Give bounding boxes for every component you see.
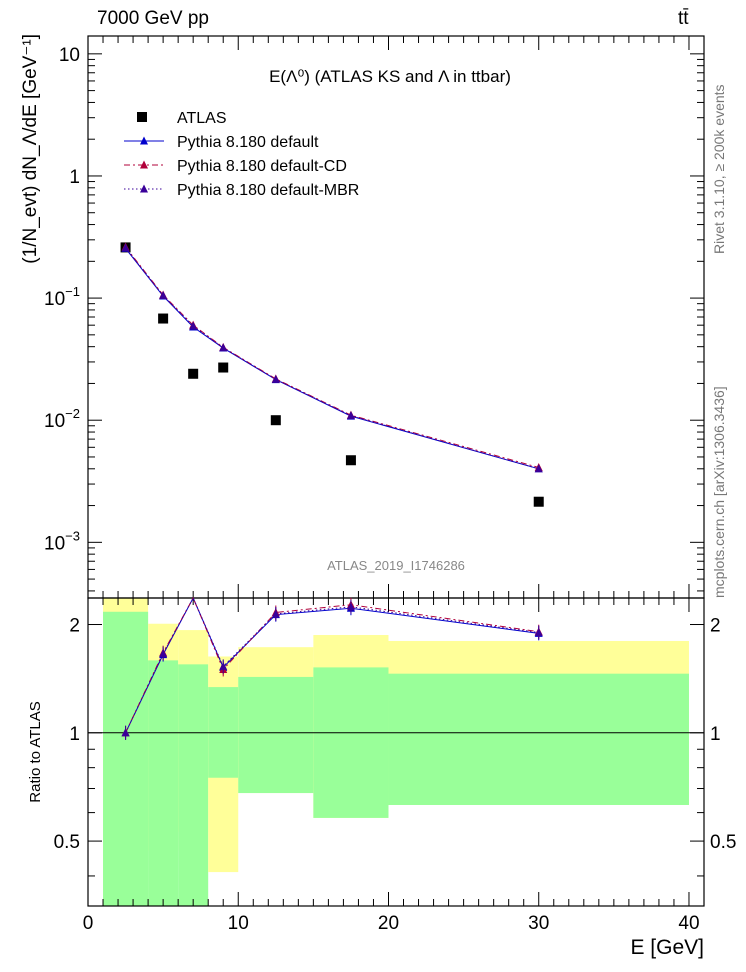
ratio-y-tick-label: 1 <box>69 724 80 745</box>
legend-label: Pythia 8.180 default <box>177 134 319 151</box>
atlas-data-point <box>218 362 229 373</box>
x-tick-label: 40 <box>678 913 699 934</box>
y-tick-label: 10−2 <box>44 406 80 432</box>
ratio-point-2 <box>271 609 280 618</box>
uncertainty-band-green <box>103 611 149 906</box>
ratio-plot-frame <box>87 597 705 907</box>
y-tick-label: 10 <box>59 45 80 66</box>
ratio-point-2 <box>121 728 130 737</box>
analysis-id-label: ATLAS_2019_I1746286 <box>327 558 465 573</box>
uncertainty-band-green <box>313 667 389 818</box>
mc-point-3 <box>219 343 228 352</box>
atlas-data-point <box>270 415 281 426</box>
legend-marker <box>140 160 148 169</box>
ratio-y-tick-label: 2 <box>710 616 721 637</box>
x-tick-label: 20 <box>378 913 399 934</box>
mc-point-3 <box>189 321 198 330</box>
mc-point-3 <box>534 464 543 473</box>
y-axis-label: (1/N_evt) dN_Λ/dE [GeV⁻¹] <box>20 34 41 264</box>
legend-label: ATLAS <box>177 110 227 127</box>
uncertainty-band-green <box>148 660 179 906</box>
atlas-data-point <box>188 368 199 379</box>
uncertainty-band-green <box>178 664 209 906</box>
x-tick-label: 0 <box>83 913 94 934</box>
y-tick-label: 10−1 <box>44 284 80 310</box>
legend-label: Pythia 8.180 default-MBR <box>177 182 359 199</box>
legend-marker <box>140 136 148 145</box>
ratio-y-tick-label: 0.5 <box>54 832 80 853</box>
atlas-data-point <box>158 313 169 324</box>
x-axis-label: E [GeV] <box>630 936 704 959</box>
mc-point-3 <box>346 411 355 420</box>
atlas-data-point <box>533 496 544 507</box>
chart-title: E(Λ⁰) (ATLAS KS and Λ in ttbar) <box>269 67 511 86</box>
ratio-y-tick-label: 1 <box>710 724 721 745</box>
mc-line-2 <box>125 246 539 468</box>
ratio-y-axis-label: Ratio to ATLAS <box>27 701 44 802</box>
ratio-point-2 <box>219 661 228 670</box>
process-label: 7000 GeV pp <box>97 8 209 29</box>
legend-label: Pythia 8.180 default-CD <box>177 158 347 175</box>
y-tick-label: 1 <box>69 167 80 188</box>
legend-marker <box>137 112 147 122</box>
channel-label: tt̄ <box>678 8 689 29</box>
x-tick-label: 10 <box>228 913 249 934</box>
mc-point-3 <box>159 290 168 299</box>
mc-point-3 <box>121 243 130 252</box>
mc-line-3 <box>125 247 539 470</box>
ratio-y-tick-label: 2 <box>69 616 80 637</box>
mc-point-3 <box>271 374 280 383</box>
ratio-point-2 <box>346 602 355 611</box>
x-tick-label: 30 <box>528 913 549 934</box>
ratio-y-tick-label: 0.5 <box>710 832 736 853</box>
ratio-point-2 <box>159 649 168 658</box>
ratio-point-2 <box>534 628 543 637</box>
y-tick-label: 10−3 <box>44 528 80 554</box>
atlas-data-point <box>345 455 356 466</box>
uncertainty-band-green <box>388 673 689 805</box>
legend-marker <box>140 184 148 193</box>
uncertainty-band-green <box>238 676 314 794</box>
mc-line-1 <box>125 248 539 470</box>
